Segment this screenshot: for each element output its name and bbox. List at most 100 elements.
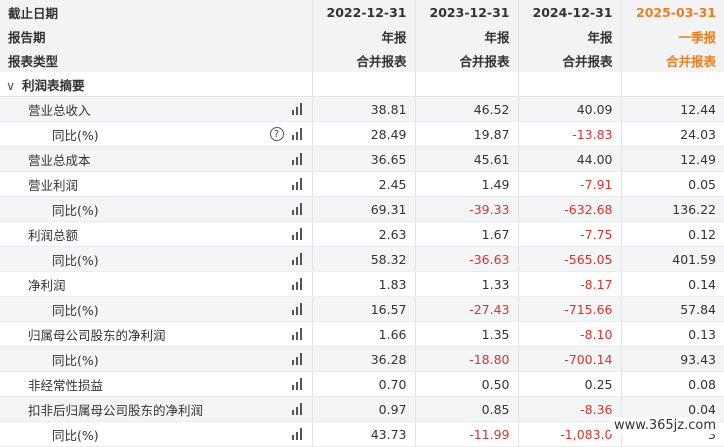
value-cell: -8.10 [518, 321, 622, 347]
chevron-down-icon[interactable]: ∨ [6, 77, 16, 93]
value-cell: 28.49 [312, 121, 416, 147]
value-cell: -7.91 [518, 171, 622, 197]
value-cell: 136.22 [621, 196, 724, 222]
row-label: 同比(%) [52, 302, 99, 318]
value-cell: 38.81 [312, 96, 416, 122]
value-cell: -27.43 [415, 296, 519, 322]
bar-chart-icon[interactable] [291, 253, 302, 265]
value-cell: 40.09 [518, 96, 622, 122]
value-cell: 36.28 [312, 346, 416, 372]
header-cell: 合并报表 [518, 48, 622, 72]
value-cell: 12.44 [621, 96, 724, 122]
row-label: 同比(%) [52, 427, 99, 443]
section-empty-cell [312, 72, 416, 97]
bar-chart-icon[interactable] [291, 153, 302, 165]
value-cell: -700.14 [518, 346, 622, 372]
section-title: 利润表摘要 [22, 77, 85, 93]
table-row: 同比(%) 36.28 -18.80 -700.14 93.43 [0, 346, 724, 372]
table-row: 营业利润 2.45 1.49 -7.91 0.05 [0, 171, 724, 197]
value-cell: -7.75 [518, 221, 622, 247]
table-row: 利润总额 2.63 1.67 -7.75 0.12 [0, 221, 724, 247]
row-label-cell: 非经常性损益 [0, 371, 313, 397]
value-cell: 401.59 [621, 246, 724, 272]
bar-chart-icon[interactable] [291, 228, 302, 240]
row-label: 利润总额 [28, 227, 79, 243]
row-label: 同比(%) [52, 352, 99, 368]
row-label-cell: 同比(%) [0, 296, 313, 322]
header-label: 报表类型 [0, 48, 313, 72]
value-cell: 57.84 [621, 296, 724, 322]
row-label: 扣非后归属母公司股东的净利润 [28, 402, 204, 418]
row-label: 营业总收入 [28, 102, 91, 118]
bar-chart-icon[interactable] [291, 353, 302, 365]
section-toggle[interactable]: ∨ 利润表摘要 [0, 72, 313, 97]
value-cell: -1,083.0 [518, 421, 622, 447]
value-cell: 12.49 [621, 146, 724, 172]
bar-chart-icon[interactable] [291, 403, 302, 415]
watermark: www.365jz.com [610, 417, 720, 434]
value-cell: 44.00 [518, 146, 622, 172]
row-label: 营业利润 [28, 177, 79, 193]
row-label-cell: 同比(%) [0, 421, 313, 447]
section-empty-cell [415, 72, 519, 97]
value-cell: -18.80 [415, 346, 519, 372]
value-cell: 0.05 [621, 171, 724, 197]
header-label: 截止日期 [0, 0, 313, 24]
row-label: 营业总成本 [28, 152, 91, 168]
value-cell: -632.68 [518, 196, 622, 222]
value-cell: -36.63 [415, 246, 519, 272]
row-label: 净利润 [28, 277, 66, 293]
value-cell: 0.50 [415, 371, 519, 397]
header-label: 报告期 [0, 24, 313, 48]
row-label: 归属母公司股东的净利润 [28, 327, 166, 343]
bar-chart-icon[interactable] [291, 128, 302, 140]
header-row: 报告期 年报 年报 年报 一季报 [0, 24, 724, 48]
value-cell: 24.03 [621, 121, 724, 147]
table-row: 同比(%) 58.32 -36.63 -565.05 401.59 [0, 246, 724, 272]
bar-chart-icon[interactable] [291, 103, 302, 115]
row-label-cell: 营业利润 [0, 171, 313, 197]
row-label-cell: 同比(%)? [0, 121, 313, 147]
bar-chart-icon[interactable] [291, 428, 302, 440]
header-row: 报表类型 合并报表 合并报表 合并报表 合并报表 [0, 48, 724, 72]
help-icon[interactable]: ? [269, 127, 284, 141]
bar-chart-icon[interactable] [291, 303, 302, 315]
row-label: 同比(%) [52, 127, 99, 143]
table-row: 同比(%) 16.57 -27.43 -715.66 57.84 [0, 296, 724, 322]
value-cell: 0.85 [415, 396, 519, 422]
row-label-cell: 净利润 [0, 271, 313, 297]
value-cell: -715.66 [518, 296, 622, 322]
value-cell: 93.43 [621, 346, 724, 372]
value-cell: 43.73 [312, 421, 416, 447]
header-cell: 2024-12-31 [518, 0, 622, 24]
value-cell: 45.61 [415, 146, 519, 172]
value-cell: 1.33 [415, 271, 519, 297]
bar-chart-icon[interactable] [291, 378, 302, 390]
table-row: 同比(%)? 28.49 19.87 -13.83 24.03 [0, 121, 724, 147]
header-cell: 合并报表 [415, 48, 519, 72]
value-cell: 0.08 [621, 371, 724, 397]
value-cell: 19.87 [415, 121, 519, 147]
header-cell: 合并报表 [312, 48, 416, 72]
bar-chart-icon[interactable] [291, 328, 302, 340]
value-cell: -13.83 [518, 121, 622, 147]
row-label-cell: 营业总成本 [0, 146, 313, 172]
value-cell: 0.70 [312, 371, 416, 397]
bar-chart-icon[interactable] [291, 178, 302, 190]
value-cell: -565.05 [518, 246, 622, 272]
bar-chart-icon[interactable] [291, 278, 302, 290]
header-row: 截止日期 2022-12-31 2023-12-31 2024-12-31 2025-0… [0, 0, 724, 24]
section-empty-cell [518, 72, 622, 97]
row-label-cell: 扣非后归属母公司股东的净利润 [0, 396, 313, 422]
value-cell: 2.63 [312, 221, 416, 247]
table-row: 非经常性损益 0.70 0.50 0.25 0.08 [0, 371, 724, 397]
header-cell: 年报 [415, 24, 519, 48]
header-cell: 2022-12-31 [312, 0, 416, 24]
value-cell: 1.83 [312, 271, 416, 297]
section-row[interactable]: ∨ 利润表摘要 [0, 72, 724, 97]
value-cell: 0.25 [518, 371, 622, 397]
bar-chart-icon[interactable] [291, 203, 302, 215]
value-cell: -8.17 [518, 271, 622, 297]
